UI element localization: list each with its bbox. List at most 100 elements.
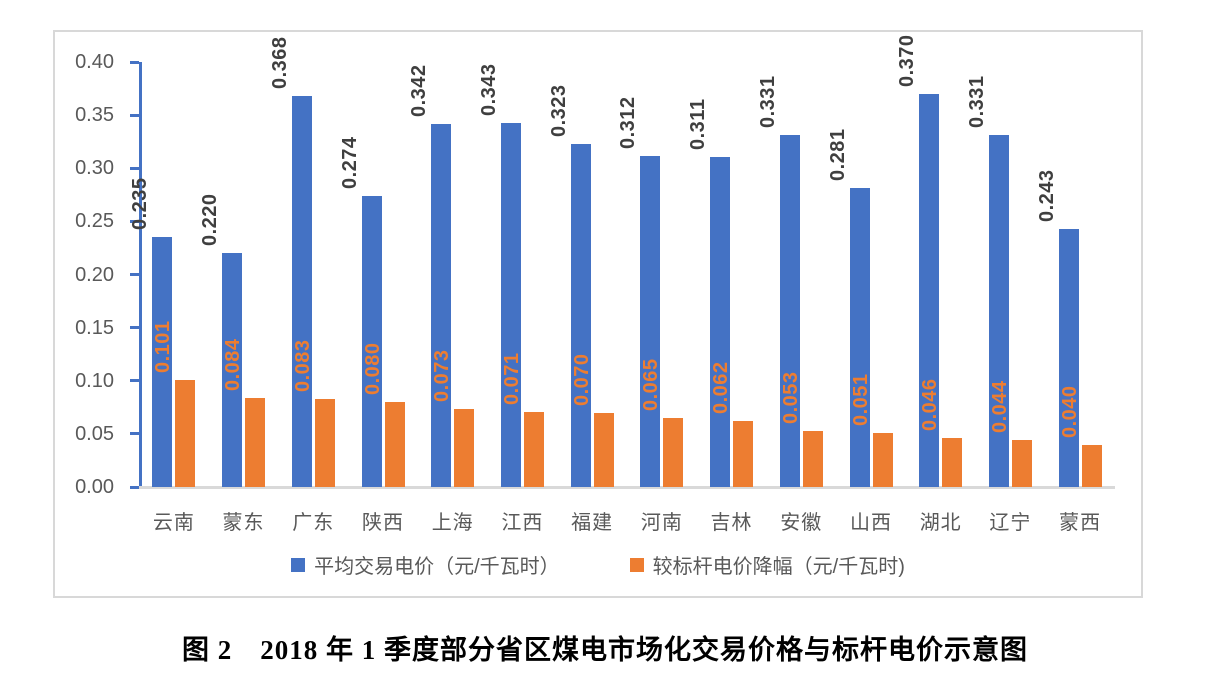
bar-average-price (152, 237, 173, 487)
bar-value-label: 0.070 (570, 353, 593, 406)
y-axis-tick (130, 60, 139, 64)
bar-value-label: 0.040 (1058, 384, 1081, 438)
bar-average-price (291, 96, 312, 487)
bar-value-label: 0.080 (361, 342, 384, 395)
y-axis-tick (130, 166, 139, 170)
bar-value-label: 0.051 (849, 373, 872, 426)
x-axis-category-label: 陕西 (361, 512, 404, 534)
bar-value-label: 0.083 (291, 339, 314, 392)
bar-price-reduction (733, 421, 754, 487)
bar-average-price (640, 155, 661, 487)
bar-value-label: 0.343 (477, 63, 500, 116)
bar-value-label: 0.235 (129, 177, 152, 231)
x-axis-category-label: 蒙西 (1059, 512, 1102, 534)
figure-caption: 图 2 2018 年 1 季度部分省区煤电市场化交易价格与标杆电价示意图 (182, 635, 1028, 665)
bar-price-reduction (175, 379, 196, 487)
bar-value-label: 0.065 (640, 358, 663, 411)
bar-value-label: 0.046 (919, 378, 942, 432)
y-axis-tick (130, 432, 139, 436)
bar-price-reduction (523, 411, 544, 487)
legend-item-average-price: 平均交易电价（元/千瓦时） (291, 550, 560, 579)
bar-average-price (988, 135, 1009, 487)
y-axis-tick (130, 113, 139, 117)
y-axis-tick (130, 379, 139, 383)
x-axis-category-label: 吉林 (710, 512, 753, 534)
bar-value-label: 0.053 (779, 371, 802, 424)
y-axis-tick-label: 0.10 (75, 369, 114, 392)
x-axis-category-label: 云南 (152, 512, 195, 534)
x-axis-category-label: 江西 (501, 512, 544, 534)
bar-price-reduction (245, 397, 266, 487)
bar-value-label: 0.331 (965, 75, 988, 129)
y-axis-tick (130, 326, 139, 330)
bar-value-label: 0.073 (431, 349, 454, 403)
bar-price-reduction (1011, 440, 1032, 487)
bar-price-reduction (454, 409, 475, 487)
x-axis-category-label: 安徽 (780, 512, 823, 534)
legend-label: 平均交易电价（元/千瓦时） (314, 556, 560, 578)
plot-area: 0.00 0.05 0.10 0.15 0.20 0.25 0.30 0.35 0.40 0.23… (55, 32, 1141, 498)
x-axis-category-label: 福建 (571, 512, 614, 534)
bar-price-reduction (663, 417, 684, 487)
bar-average-price (849, 188, 870, 487)
y-axis-tick-label: 0.05 (75, 422, 114, 445)
bar-value-label: 0.243 (1035, 169, 1058, 222)
x-axis-line (139, 486, 1115, 489)
y-axis-tick-label: 0.25 (75, 210, 114, 233)
bar-value-label: 0.368 (268, 36, 291, 89)
bar-value-label: 0.323 (547, 84, 570, 137)
bar-price-reduction (942, 438, 963, 487)
x-axis-category-label: 河南 (640, 512, 683, 534)
x-axis-category-label: 广东 (292, 512, 335, 534)
x-axis-category-label: 蒙东 (222, 512, 265, 534)
y-axis-tick-label: 0.20 (75, 263, 114, 286)
bar-price-reduction (1081, 444, 1102, 487)
bar-value-label: 0.281 (826, 128, 849, 182)
bar-average-price (222, 253, 243, 487)
bar-value-label: 0.101 (152, 320, 175, 373)
x-axis-category-label: 湖北 (919, 512, 962, 534)
bar-average-price (710, 156, 731, 487)
bar-value-label: 0.331 (756, 75, 779, 129)
bar-value-label: 0.071 (500, 352, 523, 405)
bar-value-label: 0.312 (617, 95, 640, 149)
x-axis-category-label: 辽宁 (989, 512, 1032, 534)
bar-value-label: 0.370 (896, 34, 919, 87)
legend-label: 较标杆电价降幅（元/千瓦时) (652, 556, 905, 578)
legend: 平均交易电价（元/千瓦时） 较标杆电价降幅（元/千瓦时) (55, 550, 1141, 579)
legend-color-swatch-orange (629, 557, 644, 572)
bar-value-label: 0.062 (710, 361, 733, 415)
bar-value-label: 0.342 (408, 64, 431, 117)
legend-color-swatch-blue (291, 557, 306, 572)
bar-value-label: 0.311 (687, 98, 710, 150)
x-axis-category-label: 山西 (849, 512, 892, 534)
bar-average-price (919, 93, 940, 487)
bar-price-reduction (314, 398, 335, 487)
y-axis-tick (130, 273, 139, 276)
bar-price-reduction (593, 412, 614, 487)
y-axis-tick-label: 0.00 (75, 476, 114, 498)
bar-average-price (1058, 228, 1079, 487)
y-axis-tick (130, 219, 139, 223)
chart-frame: 0.00 0.05 0.10 0.15 0.20 0.25 0.30 0.35 0.40 0.23… (53, 30, 1143, 598)
y-axis-tick-label: 0.35 (75, 104, 114, 127)
bar-value-label: 0.220 (199, 193, 222, 247)
y-axis-tick-label: 0.40 (75, 51, 114, 73)
bar-value-label: 0.084 (222, 338, 245, 391)
bar-average-price (500, 122, 521, 487)
bar-average-price (431, 123, 452, 487)
x-axis-category-label: 上海 (431, 512, 474, 534)
legend-item-price-reduction: 较标杆电价降幅（元/千瓦时) (629, 550, 905, 579)
bar-average-price (570, 143, 591, 487)
y-axis-tick (130, 485, 139, 489)
bar-average-price (361, 195, 382, 487)
y-axis-tick-label: 0.15 (75, 316, 114, 339)
y-axis-line (139, 62, 142, 487)
bar-average-price (779, 135, 800, 487)
bar-value-label: 0.044 (988, 380, 1011, 434)
bar-price-reduction (802, 430, 823, 487)
bar-price-reduction (384, 402, 405, 487)
y-axis-tick-label: 0.30 (75, 157, 114, 180)
bar-value-label: 0.274 (338, 136, 361, 189)
